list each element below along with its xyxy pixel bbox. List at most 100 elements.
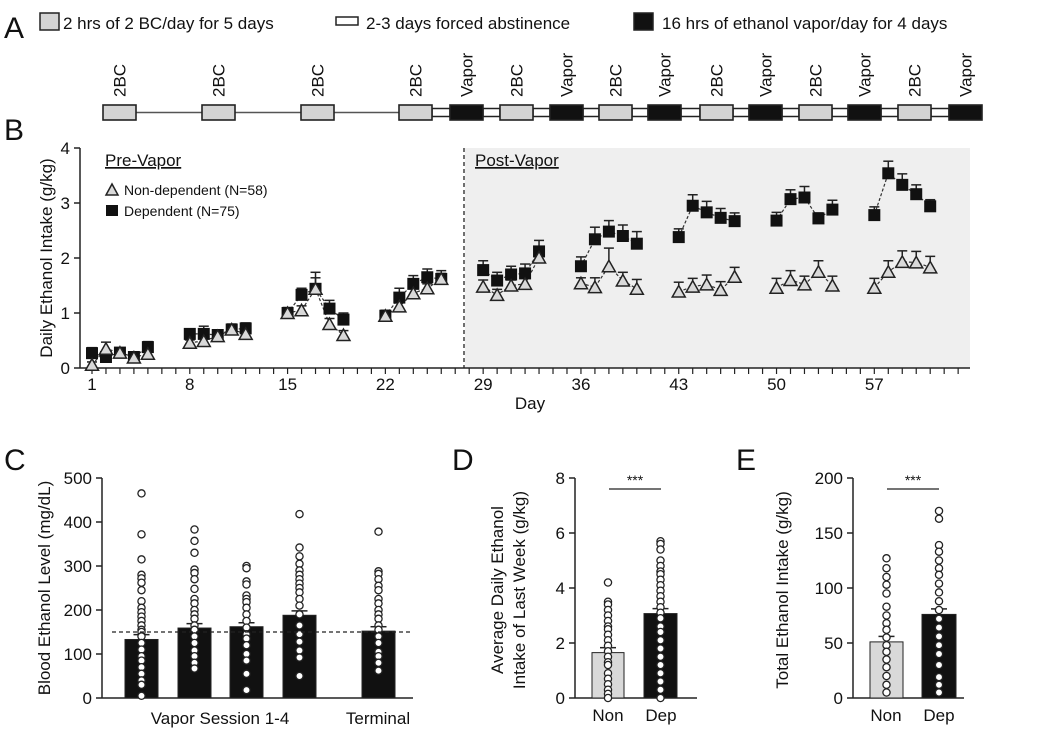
abstinence-segment [582,107,600,118]
individual-data-point [882,563,891,573]
abstinence-segment [781,107,800,118]
dependent-point [505,268,518,281]
individual-data-point [882,554,891,563]
x-tick-label: 15 [278,375,297,394]
x-tick-label: 57 [865,375,884,394]
abstinence-segment [880,107,899,118]
y-axis-label-line-2: Intake of Last Week (g/kg) [510,491,529,689]
timeline-vapor-block [748,104,783,121]
legend-non-dependent: Non-dependent (N=58) [124,182,268,198]
individual-data-point [656,669,665,678]
timeline-label: 2BC [407,64,426,97]
non-dependent-point [293,302,310,317]
individual-data-point [295,653,304,662]
timeline-label: Vapor [558,53,577,97]
individual-data-point [934,506,944,516]
non-dependent-point [209,328,226,343]
individual-data-point [882,655,891,664]
dependent-point [477,264,490,277]
y-tick-label: 0 [61,359,70,378]
individual-data-point [295,671,304,681]
individual-data-point [882,611,891,620]
timeline-vapor-block [549,104,584,121]
non-dependent-point [112,345,128,359]
x-tick-label: 29 [474,375,493,394]
dependent-point [588,233,601,246]
individual-data-point [295,543,304,552]
individual-data-point [934,556,944,565]
non-dependent-point [615,273,631,287]
individual-data-point [603,578,613,587]
x-tick-label: 1 [87,375,96,394]
individual-data-point [934,640,944,650]
timeline-label: 2BC [508,64,527,97]
legend-abstinence-swatch [335,16,359,26]
group-label-vapor-sessions: Vapor Session 1-4 [151,709,290,728]
category-label-dep: Dep [645,706,676,725]
group-label-terminal: Terminal [346,709,410,728]
individual-data-point [882,633,891,642]
non-dependent-point [182,335,198,349]
non-dependent-point [684,279,701,293]
individual-data-point [242,669,251,679]
x-tick-label: 50 [767,375,786,394]
individual-data-point [137,578,146,587]
non-dependent-point [517,276,533,291]
timeline-2bc-block [300,104,335,121]
individual-data-point [882,647,891,657]
individual-data-point [934,660,944,670]
non-dependent-point [894,254,911,269]
timeline-label: Vapor [757,53,776,97]
panel-a-timeline: 2BC 2BC 2BC 2BC Vapor 2BC Vapor 2BC Vapor 2BC Vapo… [102,53,983,121]
abstinence-segment [831,107,849,118]
non-dependent-point [503,277,519,292]
individual-data-point [656,660,665,670]
abstinence-segment [680,107,701,118]
non-dependent-point [531,249,547,264]
post-vapor-shading [465,148,970,368]
non-dependent-point [922,259,938,274]
y-tick-label: 200 [64,601,92,620]
dependent-point [910,188,923,201]
individual-data-point [190,525,199,534]
dependent-point [183,327,196,340]
panel-letter-e: E [736,444,756,477]
dependent-point [407,277,420,290]
individual-data-point [190,584,199,594]
individual-data-point [934,614,944,624]
individual-data-point [934,680,944,690]
non-dependent-point [866,280,883,294]
abstinence-segment [431,107,451,118]
timeline-2bc-block [798,104,833,121]
y-tick-label: 4 [556,579,565,598]
y-tick-label: 0 [556,689,565,708]
timeline-2bc-block [201,104,236,121]
dependent-point [924,200,937,213]
individual-data-point [656,652,665,662]
dependent-point [896,178,909,191]
individual-data-point [934,570,944,580]
timeline-2bc-block [398,104,433,121]
legend-dependent: Dependent (N=75) [124,203,240,219]
dep-series-line [678,204,735,238]
individual-data-point [374,585,383,595]
legend-bc-label: 2 hrs of 2 BC/day for 5 days [63,14,274,33]
individual-data-point [656,614,665,623]
panel-b-intake-chart: Pre-Vapor Post-Vapor Non-dependent (N=58… [37,139,970,413]
significance-stars: *** [905,472,922,488]
individual-data-point [295,621,304,630]
timeline-2bc-block [102,104,137,121]
individual-data-point [656,685,665,695]
individual-data-point [656,636,665,645]
dependent-point [616,230,629,242]
individual-data-point [295,601,304,610]
individual-data-point [934,547,944,556]
timeline-2bc-block [897,104,932,121]
non-dependent-point [587,279,603,294]
dependent-point [784,193,797,206]
individual-data-point [137,691,146,701]
timeline-label: 2BC [210,64,229,97]
non-dependent-point [237,326,254,341]
dep-series-line [287,288,344,321]
